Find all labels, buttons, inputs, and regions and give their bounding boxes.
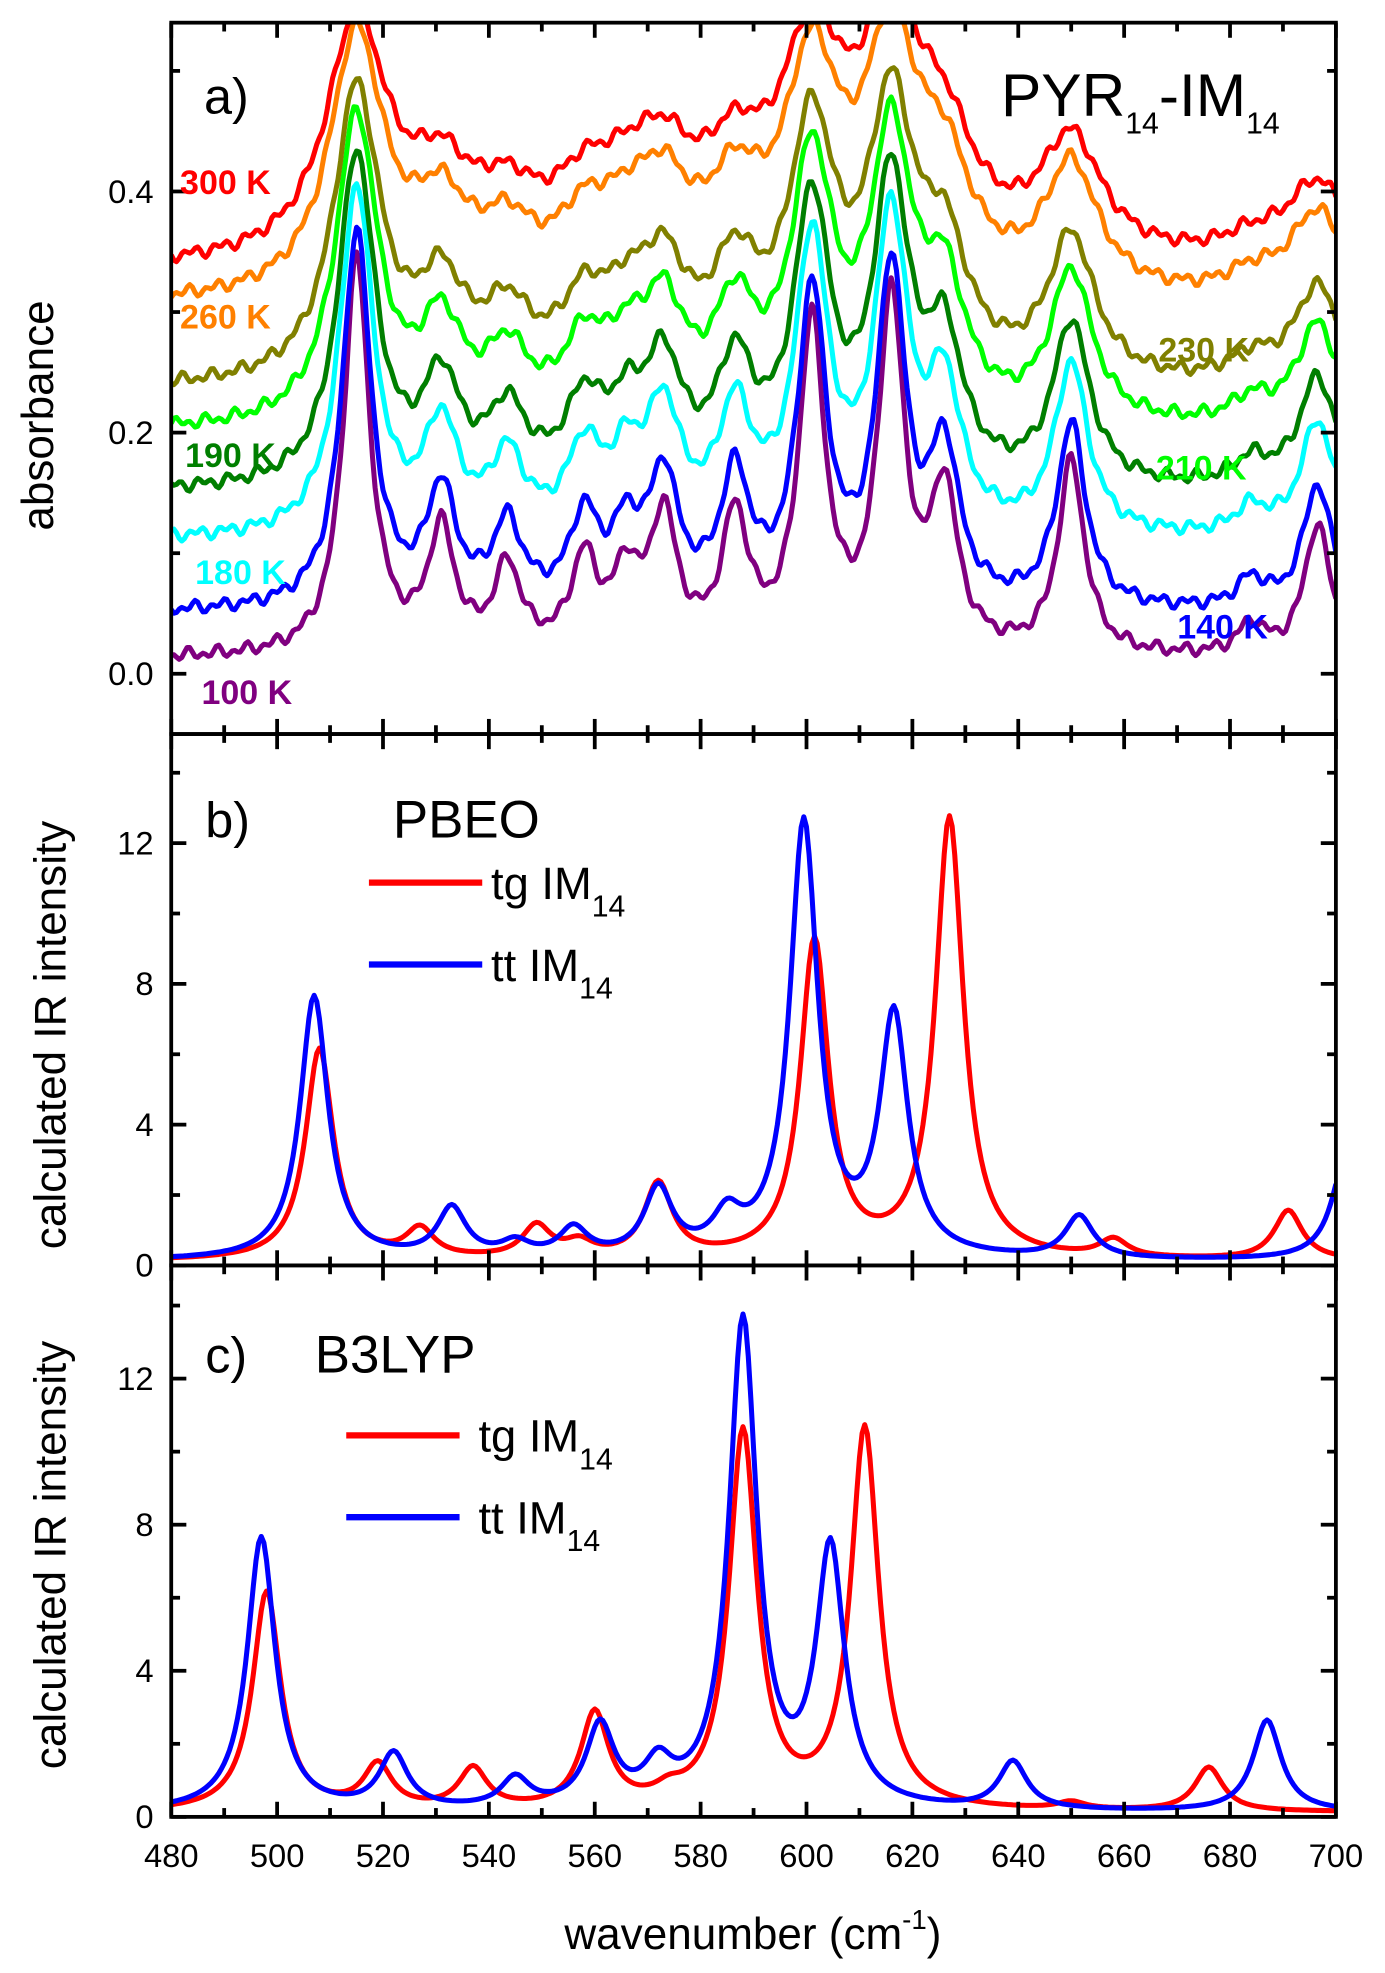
y-tick-label: 0.4 <box>108 173 153 210</box>
series-line-tg-im14 <box>171 813 1336 1261</box>
series-line-100-k <box>171 249 1336 662</box>
panel-a-title: PYR14-IM14 <box>1001 61 1280 141</box>
x-tick-label: 620 <box>885 1837 940 1874</box>
series-line-190-k <box>171 148 1336 494</box>
panel-1-series <box>171 813 1336 1261</box>
y-axis-title-b: calculated IR intensity <box>26 821 75 1249</box>
legend-c-tt-label: tt IM14 <box>478 1493 600 1559</box>
x-tick-label: 500 <box>250 1837 305 1874</box>
legend-b-tg-label: tg IM14 <box>491 858 625 924</box>
x-tick-label: 520 <box>356 1837 411 1874</box>
series-line-140-k <box>171 224 1336 616</box>
legend-b-tt-label: tt IM14 <box>491 940 613 1006</box>
series-line-tt-im14 <box>171 1311 1336 1811</box>
label-210k: 210 K <box>1156 450 1247 488</box>
series-line-210-k <box>171 94 1336 430</box>
y-axis-title-c: calculated IR intensity <box>26 1341 75 1769</box>
x-tick-label: 540 <box>462 1837 517 1874</box>
label-300k: 300 K <box>180 164 271 202</box>
y-tick-label: 12 <box>117 1360 153 1397</box>
label-190k: 190 K <box>185 437 276 475</box>
x-tick-label: 660 <box>1097 1837 1152 1874</box>
series-line-180-k <box>171 181 1336 544</box>
x-tick-label: 580 <box>673 1837 728 1874</box>
label-140k: 140 K <box>1177 608 1268 646</box>
series-line-260-k <box>171 22 1336 299</box>
label-230k: 230 K <box>1158 331 1249 369</box>
y-tick-label: 0 <box>135 1798 153 1835</box>
label-180k: 180 K <box>195 554 286 592</box>
y-tick-label: 12 <box>117 824 153 861</box>
curves-layer <box>171 22 1336 1814</box>
panel-0-series <box>171 22 1336 662</box>
x-tick-label: 700 <box>1309 1837 1364 1874</box>
x-tick-label: 680 <box>1203 1837 1258 1874</box>
panel-b-method: PBEO <box>393 790 540 849</box>
series-line-tt-im14 <box>171 814 1336 1260</box>
x-tick-label: 560 <box>567 1837 622 1874</box>
legend-c-tg-label: tg IM14 <box>478 1411 612 1477</box>
y-axis-title-a: absorbance <box>14 300 63 530</box>
y-tick-label: 0 <box>135 1247 153 1284</box>
series-line-300-k <box>171 22 1336 265</box>
panel-b-tag: b) <box>205 791 250 848</box>
x-tick-label: 600 <box>779 1837 834 1874</box>
x-tick-label: 480 <box>144 1837 199 1874</box>
y-tick-label: 4 <box>135 1652 153 1689</box>
axes-layer: 0.0 0.2 0.4 0 4 8 12 0 4 8 12 480 500 520 540 560 580 600… <box>108 20 1364 1874</box>
series-line-230-k <box>171 65 1336 388</box>
panel-a-tag: a) <box>204 67 249 124</box>
y-tick-label: 0.2 <box>108 414 153 451</box>
x-axis-title: wavenumber (cm-1) <box>563 1904 941 1959</box>
y-tick-label: 0.0 <box>108 655 153 692</box>
label-100k: 100 K <box>201 674 292 712</box>
panel-c-tag: c) <box>205 1326 247 1383</box>
y-tick-label: 8 <box>135 1506 153 1543</box>
panel-2-series <box>171 1311 1336 1814</box>
y-tick-label: 8 <box>135 965 153 1002</box>
panel-frame-1 <box>169 732 1338 1268</box>
label-260k: 260 K <box>180 299 271 337</box>
panel-c-method: B3LYP <box>315 1325 476 1384</box>
y-tick-label: 4 <box>135 1106 153 1143</box>
x-tick-label: 640 <box>991 1837 1046 1874</box>
